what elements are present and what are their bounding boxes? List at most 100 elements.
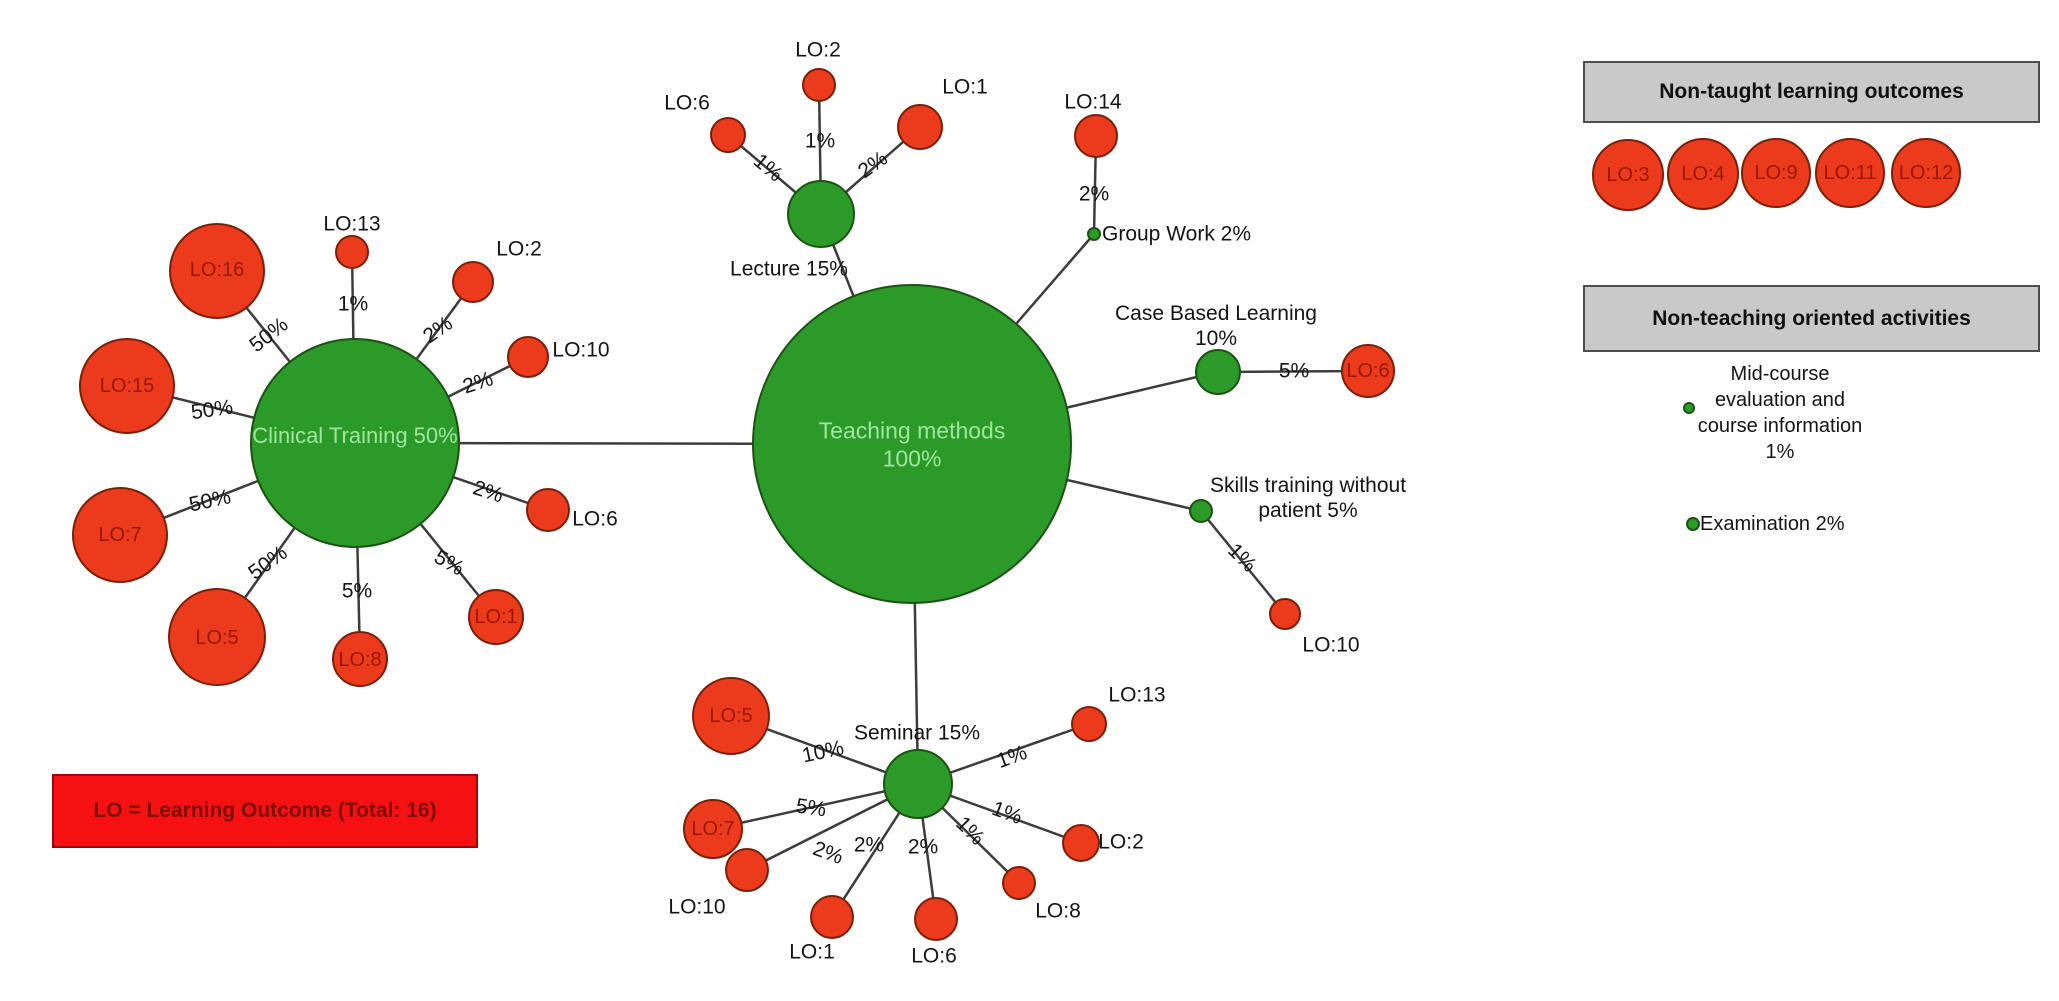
group-work-label: Group Work 2% (1102, 222, 1251, 246)
seminar-lo7-label: LO:7 (691, 818, 735, 840)
node-clinical-lo5 (168, 588, 266, 686)
teaching-methods-label: Teaching methods 100% (819, 417, 1006, 472)
node-seminar-lo2 (1062, 824, 1100, 862)
legend-lo9-label: LO:9 (1754, 162, 1798, 184)
case-based-learning-label: Case Based Learning 10% (1115, 301, 1317, 351)
clinical-lo1-label: LO:1 (474, 606, 518, 628)
clinical-training-label: Clinical Training 50% (252, 422, 458, 448)
legend-lo12-label: LO:12 (1898, 162, 1954, 184)
seminar-lo6-label: LO:6 (911, 944, 957, 968)
non-taught-title: Non-taught learning outcomes (1659, 80, 1964, 103)
node-clinical-lo10 (507, 336, 549, 378)
skills-training-label: Skills training without patient 5% (1210, 473, 1406, 523)
lecture-lo1-label: LO:1 (942, 75, 988, 99)
node-seminar-lo6 (914, 897, 958, 941)
node-seminar-lo7 (683, 799, 743, 859)
skills-line1: Skills training without (1209, 473, 1407, 497)
node-casebased-lo6 (1341, 344, 1395, 398)
midcourse-line2: evaluation and (1714, 389, 1846, 411)
casebased-lo6-label: LO:6 (1346, 360, 1390, 382)
node-group-work (1087, 227, 1101, 241)
node-teaching-methods (752, 284, 1072, 604)
legend-dot-midcourse (1683, 402, 1695, 414)
seminar-lo7-pct: 5% (794, 794, 828, 822)
node-seminar-lo1 (810, 895, 854, 939)
casebased-lo6-pct: 5% (1278, 359, 1310, 383)
node-lecture-lo1 (897, 104, 943, 150)
node-clinical-lo13 (335, 235, 369, 269)
node-skills-training (1189, 499, 1213, 523)
seminar-lo6-pct: 2% (907, 835, 939, 859)
clinical-lo10-label: LO:10 (552, 338, 610, 362)
edge-skills-lo10 (1200, 510, 1286, 615)
node-clinical-lo2 (452, 261, 494, 303)
groupwork-lo14-pct: 2% (1078, 182, 1110, 206)
lecture-label: Lecture 15% (730, 257, 848, 281)
non-teaching-panel: Non-teaching oriented activities (1583, 285, 2040, 352)
legend-circle-lo11 (1815, 138, 1885, 208)
teaching-methods-line1: Teaching methods (818, 417, 1006, 444)
node-clinical-lo1 (468, 589, 524, 645)
node-case-based-learning (1195, 349, 1241, 395)
clinical-lo6-label: LO:6 (572, 507, 618, 531)
node-seminar-lo13 (1071, 706, 1107, 742)
seminar-label: Seminar 15% (853, 721, 981, 745)
seminar-lo10-label: LO:10 (668, 895, 726, 919)
clinical-lo16-label: LO:16 (189, 259, 245, 281)
midcourse-evaluation-label: Mid-course evaluation and course informa… (1698, 361, 1863, 465)
skills-lo10-label: LO:10 (1302, 633, 1360, 657)
case-based-line1: Case Based Learning (1115, 301, 1317, 325)
case-based-line2: 10% (1194, 327, 1238, 350)
seminar-lo8-label: LO:8 (1035, 899, 1081, 923)
legend-lo4-label: LO:4 (1681, 163, 1725, 185)
legend-circle-lo12 (1891, 138, 1961, 208)
lo-definition-box: LO = Learning Outcome (Total: 16) (52, 774, 478, 848)
node-lecture (787, 180, 855, 248)
clinical-lo8-label: LO:8 (338, 649, 382, 671)
legend-circle-lo4 (1667, 138, 1739, 210)
node-clinical-lo15 (79, 338, 175, 434)
node-clinical-lo6 (526, 488, 570, 532)
lecture-lo2-label: LO:2 (795, 38, 841, 62)
node-lecture-lo6 (710, 117, 746, 153)
lo-definition-text: LO = Learning Outcome (Total: 16) (93, 799, 437, 822)
non-teaching-title: Non-teaching oriented activities (1652, 306, 1971, 330)
node-seminar-lo8 (1002, 866, 1036, 900)
seminar-lo2-label: LO:2 (1098, 830, 1144, 854)
groupwork-lo14-label: LO:14 (1064, 90, 1122, 114)
skills-line2: patient 5% (1258, 499, 1358, 522)
node-clinical-training (250, 338, 460, 548)
seminar-lo1-label: LO:1 (789, 940, 835, 964)
clinical-lo15-label: LO:15 (99, 375, 155, 397)
clinical-lo5-label: LO:5 (195, 627, 239, 649)
seminar-lo13-label: LO:13 (1108, 683, 1166, 707)
examination-label: Examination 2% (1700, 513, 1845, 535)
clinical-lo13-label: LO:13 (323, 212, 381, 236)
node-skills-lo10 (1269, 598, 1301, 630)
midcourse-line4: 1% (1765, 441, 1795, 463)
legend-dot-examination (1686, 517, 1700, 531)
node-seminar-lo10 (725, 848, 769, 892)
node-clinical-lo7 (72, 487, 168, 583)
clinical-lo2-label: LO:2 (496, 237, 542, 261)
seminar-lo5-label: LO:5 (709, 705, 753, 727)
teaching-methods-line2: 100% (882, 445, 942, 471)
lecture-lo6-label: LO:6 (664, 91, 710, 115)
legend-circle-lo3 (1592, 139, 1664, 211)
clinical-lo7-label: LO:7 (98, 524, 142, 546)
legend-lo3-label: LO:3 (1606, 164, 1650, 186)
seminar-lo1-pct: 2% (853, 833, 885, 857)
clinical-lo8-pct: 5% (341, 579, 373, 603)
node-groupwork-lo14 (1074, 114, 1118, 158)
node-seminar-lo5 (692, 677, 770, 755)
lecture-lo2-pct: 1% (804, 129, 836, 153)
legend-circle-lo9 (1741, 138, 1811, 208)
midcourse-line1: Mid-course (1730, 363, 1830, 385)
clinical-lo13-pct: 1% (337, 292, 369, 316)
legend-lo11-label: LO:11 (1823, 162, 1877, 184)
non-taught-panel: Non-taught learning outcomes (1583, 61, 2040, 123)
node-clinical-lo8 (332, 631, 388, 687)
node-seminar (883, 749, 953, 819)
